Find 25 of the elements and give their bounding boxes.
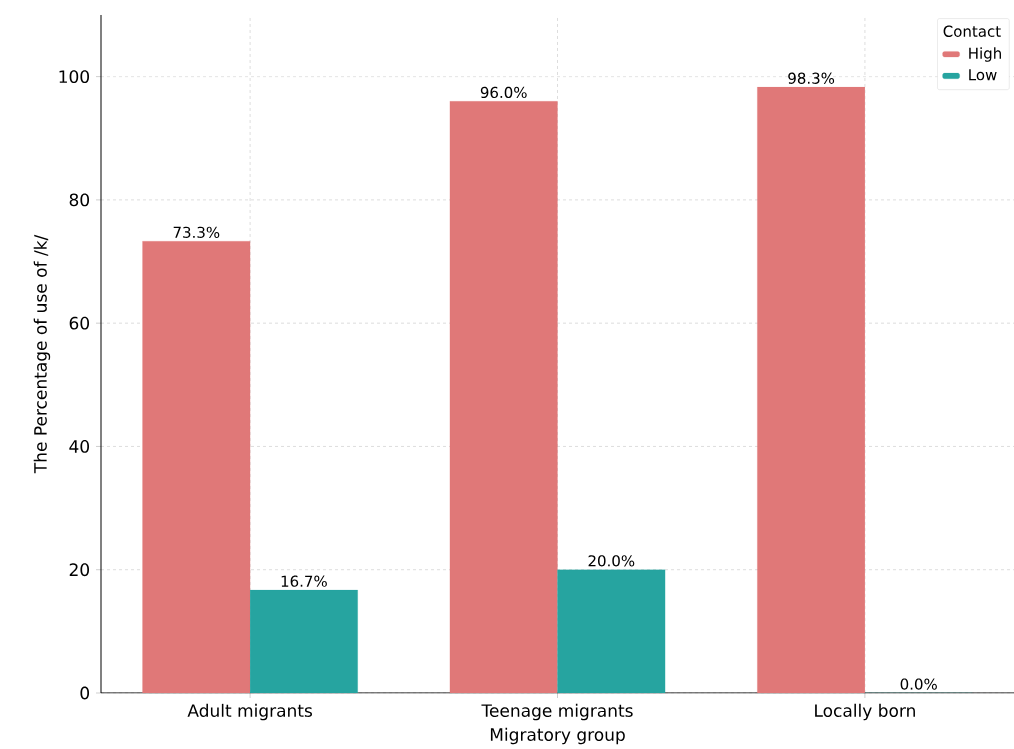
bar — [142, 241, 251, 693]
y-axis-title: The Percentage of use of /k/ — [33, 234, 51, 474]
y-tick-label: 80 — [69, 193, 90, 207]
y-tick-label: 60 — [69, 316, 90, 330]
y-tick-label: 40 — [69, 440, 90, 453]
bar — [250, 589, 358, 693]
bar — [757, 87, 866, 693]
data-label: 73.3% — [173, 226, 220, 238]
x-tick-label: Teenage migrants — [481, 703, 633, 721]
y-tick-label: 20 — [69, 563, 90, 577]
legend-title: Contact — [943, 25, 1001, 37]
data-label: 0.0% — [900, 678, 937, 690]
x-tick-label: Locally born — [815, 703, 915, 721]
data-label: 20.0% — [588, 555, 635, 567]
data-label: 96.0% — [480, 86, 527, 99]
legend-label: High — [969, 47, 1001, 62]
legend-label: Low — [969, 69, 997, 81]
x-tick-label: Adult migrants — [187, 703, 313, 721]
data-label: 98.3% — [788, 72, 835, 84]
bar — [449, 101, 558, 693]
y-tick-label: 0 — [80, 686, 90, 700]
x-axis-title: Migratory group — [490, 727, 625, 745]
data-label: 16.7% — [281, 575, 327, 587]
y-tick-label: 100 — [59, 70, 90, 84]
bar — [557, 569, 666, 693]
